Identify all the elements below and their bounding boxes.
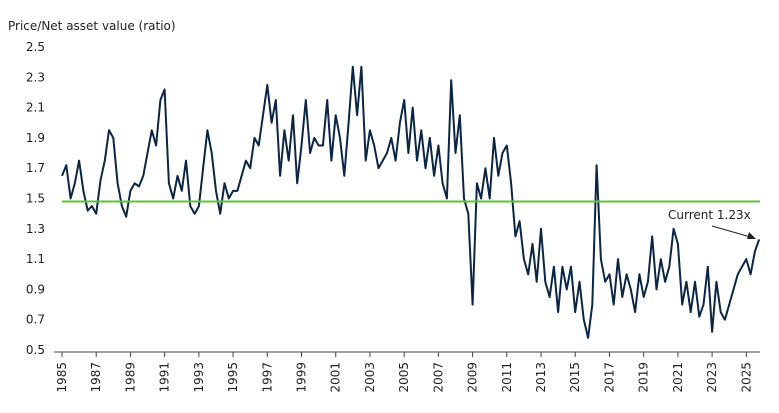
annotation: Current 1.23x [668, 208, 751, 222]
y-tick-label: 0.9 [26, 282, 45, 296]
x-tick-label: 2021 [671, 362, 685, 393]
y-tick-label: 0.7 [26, 313, 45, 327]
y-tick-label: 1.7 [26, 161, 45, 175]
x-tick-label: 1995 [226, 362, 240, 393]
annotation-arrowhead [747, 232, 756, 239]
x-tick-label: 2007 [431, 362, 445, 393]
annotation-arrow [711, 225, 755, 239]
y-tick-label: 1.5 [26, 192, 45, 206]
chart-title: Price/Net asset value (ratio) [8, 19, 176, 33]
x-tick-label: 2017 [602, 362, 616, 393]
x-tick-label: 1997 [260, 362, 274, 393]
y-tick-label: 0.5 [26, 343, 45, 357]
y-tick-label: 1.1 [26, 252, 45, 266]
x-tick-label: 2003 [363, 362, 377, 393]
x-tick-label: 2023 [705, 362, 719, 393]
x-tick-label: 2005 [397, 362, 411, 393]
x-tick-label: 2001 [329, 362, 343, 393]
y-tick-label: 2.3 [26, 70, 45, 84]
x-tick-label: 1987 [89, 362, 103, 393]
data-line [61, 65, 761, 339]
x-tick-label: 2025 [739, 362, 753, 393]
x-tick-label: 2009 [466, 362, 480, 393]
x-tick-label: 1985 [55, 362, 69, 393]
x-tick-label: 1993 [192, 362, 206, 393]
y-tick-label: 2.1 [26, 101, 45, 115]
x-tick-label: 2015 [568, 362, 582, 393]
x-tick-label: 1989 [123, 362, 137, 393]
x-tick-label: 2011 [500, 362, 514, 393]
x-tick-label: 2019 [637, 362, 651, 393]
x-tick-label: 2013 [534, 362, 548, 393]
x-tick-label: 1999 [295, 362, 309, 393]
x-tick-label: 1991 [158, 362, 172, 393]
y-tick-label: 1.9 [26, 131, 45, 145]
y-tick-label: 1.3 [26, 222, 45, 236]
y-tick-label: 2.5 [26, 40, 45, 54]
